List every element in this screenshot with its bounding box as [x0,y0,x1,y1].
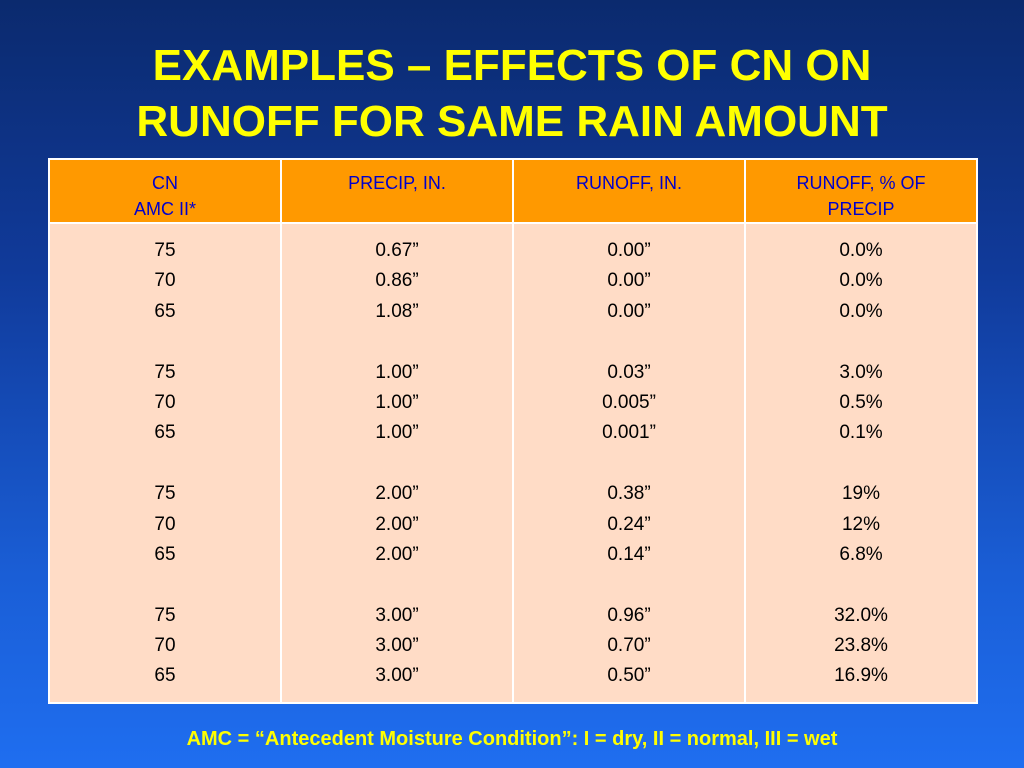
runoff-cell: 0.00” [607,270,651,292]
pct-cell: 0.0% [839,240,883,261]
pct-cell: 0.1% [839,422,883,444]
header-cn-line-2: AMC II* [133,199,196,219]
precip-cell: 1.00” [375,361,419,383]
cn-cell: 70 [154,270,176,292]
group-spacer [750,327,972,357]
cn-cell: 65 [154,543,176,565]
precip-cell: 0.86” [375,270,419,292]
group-spacer [750,570,972,600]
group-spacer [54,449,276,479]
header-cn: CN AMC II* [48,158,282,224]
runoff-cell: 0.005” [602,391,656,413]
cn-values: 75 70 65 75 70 65 75 70 65 75 70 65 [54,236,276,692]
pct-cell: 6.8% [839,543,883,565]
precip-cell: 2.00” [375,483,419,505]
pct-cell: 19% [841,483,881,505]
precip-cell: 2.00” [375,513,419,535]
slide-title-line-1: EXAMPLES – EFFECTS OF CN ON [152,41,872,90]
amc-footnote: AMC = “Antecedent Moisture Condition”: I… [186,728,838,750]
table-body-row: 75 70 65 75 70 65 75 70 65 75 70 65 0.67” 0.86” 1.08”… [48,222,978,704]
cn-cell: 70 [154,391,176,413]
pct-cell: 23.8% [834,635,888,657]
cn-cell: 65 [154,422,176,444]
runoff-cell: 0.96” [607,604,651,626]
header-runoff-pct: RUNOFF, % OF PRECIP [744,158,978,224]
precip-values: 0.67” 0.86” 1.08” 1.00” 1.00” 1.00” 2.00” 2.00”… [286,236,508,692]
group-spacer [54,327,276,357]
precip-cell: 3.00” [375,665,419,687]
header-runoff-pct-line-2: PRECIP [827,199,895,219]
runoff-cell: 0.38” [607,483,651,505]
header-cn-line-1: CN [152,173,178,193]
runoff-pct-values: 0.0% 0.0% 0.0% 3.0% 0.5% 0.1% 19% 12% 6.8% 32.0% 2… [750,236,972,692]
precip-cell: 1.00” [375,422,419,444]
runoff-cell: 0.00” [607,300,651,322]
group-spacer [518,327,740,357]
group-spacer [518,449,740,479]
group-spacer [54,570,276,600]
runoff-cell: 0.70” [607,635,651,657]
precip-cell: 2.00” [375,543,419,565]
column-precip: 0.67” 0.86” 1.08” 1.00” 1.00” 1.00” 2.00” 2.00”… [280,222,514,704]
pct-cell: 3.0% [839,361,883,383]
cn-cell: 70 [154,513,176,535]
cn-runoff-table: CN AMC II* PRECIP, IN. RUNOFF, IN. RUNOF… [48,158,978,704]
header-runoff-line-1: RUNOFF, IN. [576,173,682,193]
cn-cell: 65 [154,665,176,687]
group-spacer [286,570,508,600]
slide-title-line-2: RUNOFF FOR SAME RAIN AMOUNT [136,97,888,146]
cn-cell: 75 [154,604,176,626]
runoff-cell: 0.14” [607,543,651,565]
header-precip-line-1: PRECIP, IN. [348,173,446,193]
cn-cell: 75 [154,361,176,383]
runoff-values: 0.00” 0.00” 0.00” 0.03” 0.005” 0.001” 0.38” 0.2… [518,236,740,692]
runoff-cell: 0.00” [607,240,651,261]
precip-cell: 0.67” [375,240,419,261]
precip-cell: 3.00” [375,604,419,626]
group-spacer [286,327,508,357]
precip-cell: 3.00” [375,635,419,657]
pct-cell: 0.5% [839,391,883,413]
cn-cell: 70 [154,635,176,657]
column-cn: 75 70 65 75 70 65 75 70 65 75 70 65 [48,222,282,704]
precip-cell: 1.00” [375,391,419,413]
cn-cell: 65 [154,300,176,322]
runoff-cell: 0.24” [607,513,651,535]
group-spacer [750,449,972,479]
column-runoff: 0.00” 0.00” 0.00” 0.03” 0.005” 0.001” 0.38” 0.2… [512,222,746,704]
column-runoff-pct: 0.0% 0.0% 0.0% 3.0% 0.5% 0.1% 19% 12% 6.8% 32.0% 2… [744,222,978,704]
runoff-cell: 0.03” [607,361,651,383]
pct-cell: 0.0% [839,300,883,322]
pct-cell: 32.0% [834,604,888,626]
header-runoff: RUNOFF, IN. [512,158,746,224]
pct-cell: 0.0% [839,270,883,292]
runoff-cell: 0.001” [602,422,656,444]
table-header-row: CN AMC II* PRECIP, IN. RUNOFF, IN. RUNOF… [48,158,978,224]
cn-cell: 75 [154,483,176,505]
precip-cell: 1.08” [375,300,419,322]
pct-cell: 12% [841,513,881,535]
pct-cell: 16.9% [834,665,888,687]
cn-cell: 75 [154,240,176,261]
group-spacer [518,570,740,600]
header-precip: PRECIP, IN. [280,158,514,224]
runoff-cell: 0.50” [607,665,651,687]
header-runoff-pct-line-1: RUNOFF, % OF [796,173,926,193]
group-spacer [286,449,508,479]
slide-title: EXAMPLES – EFFECTS OF CN ON RUNOFF FOR S… [0,38,1024,150]
